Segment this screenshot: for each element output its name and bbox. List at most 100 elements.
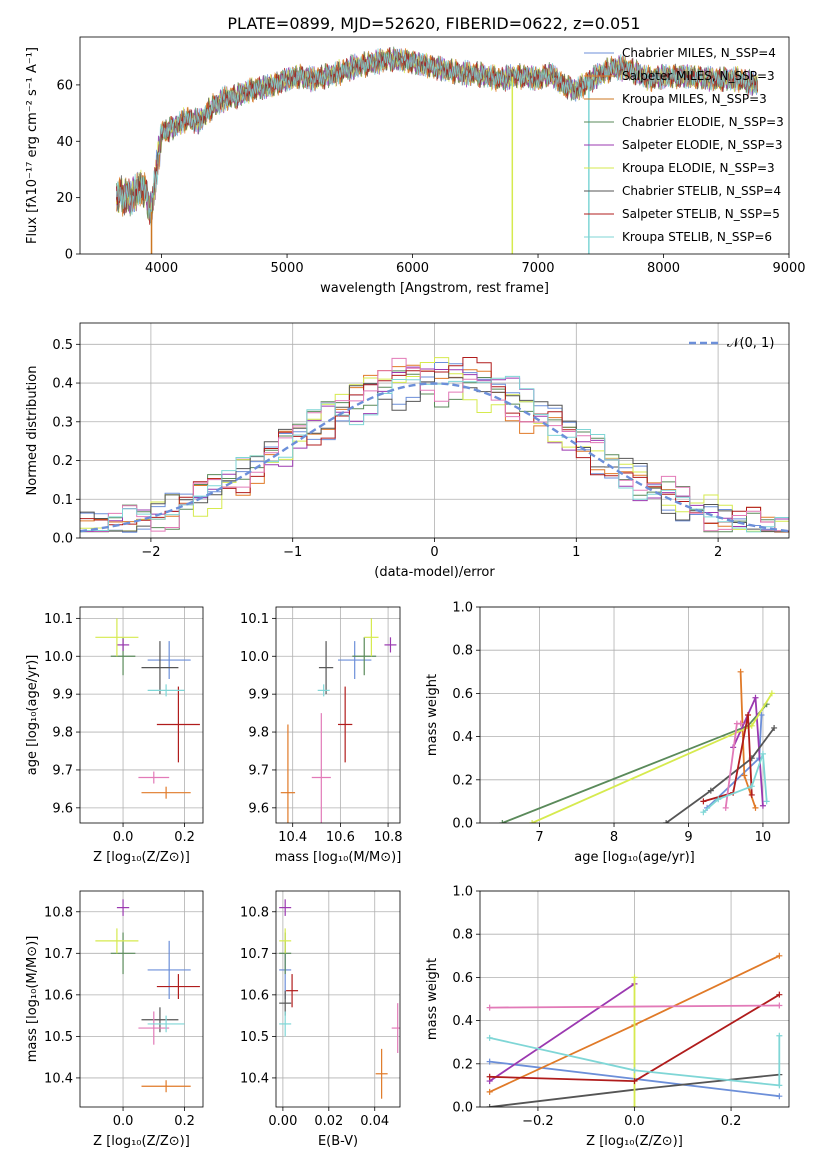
spectrum-line <box>116 48 758 226</box>
y-tick-label: 9.7 <box>248 763 269 778</box>
y-tick-label: 10.8 <box>44 905 73 920</box>
weight-marker <box>486 1034 493 1041</box>
y-tick-label: 10.4 <box>44 1071 73 1086</box>
y-tick-label: 1.0 <box>452 601 473 616</box>
x-tick-label: −0.2 <box>522 1114 554 1129</box>
axes-frame <box>79 322 790 539</box>
y-tick-label: 0.1 <box>52 493 73 508</box>
weight-marker <box>748 783 755 790</box>
y-tick-label: 0.2 <box>452 773 473 788</box>
y-tick-label: 9.9 <box>52 688 73 703</box>
y-tick-label: 0.4 <box>452 730 473 745</box>
panel-mass-vs-Z: 0.0 0.2 10.4 10.5 10.6 10.7 10.8 Z [log₁₀(Z/Z⊙)… <box>25 890 204 1149</box>
weight-marker <box>700 798 707 805</box>
x-tick-label: −1 <box>283 545 302 560</box>
weight-marker <box>741 772 748 779</box>
y-tick-label: 0.6 <box>452 971 473 986</box>
x-tick-label: 10.4 <box>278 830 307 845</box>
legend-entry: Chabrier STELIB, N_SSP=4 <box>622 184 781 198</box>
x-axis-label: mass [log₁₀(M/M⊙)] <box>275 850 402 865</box>
x-axis-label: wavelength [Angstrom, rest frame] <box>320 281 549 296</box>
y-tick-label: 10.5 <box>240 1030 269 1045</box>
weight-marker <box>771 724 778 731</box>
y-tick-label: 9.9 <box>248 688 269 703</box>
y-tick-label: 10.1 <box>44 612 73 627</box>
weight-marker <box>776 952 783 959</box>
legend-entry: Salpeter STELIB, N_SSP=5 <box>622 207 780 221</box>
y-tick-label: 0.0 <box>452 817 473 832</box>
weight-marker <box>631 1078 638 1085</box>
x-tick-label: 10 <box>755 830 772 845</box>
x-tick-label: 4000 <box>145 261 178 276</box>
spectrum-line <box>116 47 758 228</box>
plot-area-age-vs-Z <box>95 618 200 799</box>
x-tick-label: 9000 <box>772 261 805 276</box>
y-tick-label: 0.8 <box>452 644 473 659</box>
weight-marker <box>486 1073 493 1080</box>
axes-frame <box>79 36 790 255</box>
axes-frame <box>275 606 401 824</box>
x-tick-label: 7000 <box>521 261 554 276</box>
y-tick-label: 40 <box>56 135 73 150</box>
y-tick-label: 10.0 <box>44 650 73 665</box>
histogram-step <box>80 357 789 532</box>
y-tick-label: 0.8 <box>452 928 473 943</box>
x-tick-label: 0.04 <box>360 1114 389 1129</box>
plot-area-weight-vs-age <box>499 668 778 823</box>
weight-line <box>501 703 768 823</box>
legend-entry: Kroupa STELIB, N_SSP=6 <box>622 230 772 244</box>
x-tick-label: 2 <box>714 545 722 560</box>
plot-area-spectrum <box>116 46 758 254</box>
plot-area-residuals <box>80 357 789 533</box>
weight-marker <box>715 796 722 803</box>
axes-frame <box>479 606 790 824</box>
y-tick-label: 10.4 <box>240 1071 269 1086</box>
y-tick-label: 0.2 <box>452 1057 473 1072</box>
y-tick-label: 20 <box>56 191 73 206</box>
weight-marker <box>631 1104 638 1107</box>
axes-frame <box>79 606 204 824</box>
legend-entry: Kroupa MILES, N_SSP=3 <box>622 92 767 106</box>
x-axis-label: Z [log₁₀(Z/Z⊙)] <box>93 1134 190 1149</box>
panel-residuals: −2 −1 0 1 2 0.0 0.1 0.2 0.3 0.4 0.5 (data-model)/er… <box>25 322 790 580</box>
weight-line <box>489 1035 781 1087</box>
y-tick-label: 0 <box>65 248 73 263</box>
x-axis-label: E(B-V) <box>318 1134 358 1149</box>
panel-weight-vs-age: 7 8 9 10 0.0 0.2 0.4 0.6 0.8 1.0 age [log₁₀(age/yr… <box>425 601 790 865</box>
y-tick-label: 0.6 <box>452 687 473 702</box>
weight-line <box>665 727 775 823</box>
x-tick-label: −2 <box>141 545 160 560</box>
weight-marker <box>752 694 759 701</box>
y-tick-label: 10.7 <box>44 947 73 962</box>
y-tick-label: 0.3 <box>52 415 73 430</box>
weight-marker <box>752 804 759 811</box>
x-tick-label: 0 <box>430 545 438 560</box>
plot-area-mass-vs-EBV <box>279 899 400 1099</box>
y-tick-label: 10.7 <box>240 947 269 962</box>
y-tick-label: 0.5 <box>52 338 73 353</box>
x-tick-label: 7 <box>535 830 543 845</box>
weight-marker <box>745 712 752 718</box>
weight-marker <box>776 991 783 998</box>
plot-area-age-vs-mass <box>280 618 397 823</box>
x-tick-label: 0.2 <box>174 830 195 845</box>
x-tick-label: 9 <box>684 830 692 845</box>
y-tick-label: 9.6 <box>248 801 269 816</box>
weight-marker <box>763 798 770 805</box>
weight-marker <box>700 809 707 816</box>
x-tick-label: 8 <box>610 830 618 845</box>
x-tick-label: 0.2 <box>174 1114 195 1129</box>
x-axis-label: Z [log₁₀(Z/Z⊙)] <box>586 1134 683 1149</box>
figure-title: PLATE=0899, MJD=52620, FIBERID=0622, z=0… <box>227 14 640 33</box>
weight-marker <box>759 802 766 809</box>
panel-mass-vs-EBV: 0.00 0.02 0.04 10.4 10.5 10.6 10.7 10.8 E(B-V) <box>240 890 401 1149</box>
plot-area-mass-vs-Z <box>95 899 200 1093</box>
y-tick-label: 0.2 <box>52 454 73 469</box>
y-tick-label: 9.8 <box>248 726 269 741</box>
x-tick-label: 0.0 <box>113 1114 134 1129</box>
x-tick-label: 5000 <box>271 261 304 276</box>
y-tick-label: 1.0 <box>452 885 473 900</box>
weight-marker <box>776 1082 783 1089</box>
weight-marker <box>722 804 729 811</box>
